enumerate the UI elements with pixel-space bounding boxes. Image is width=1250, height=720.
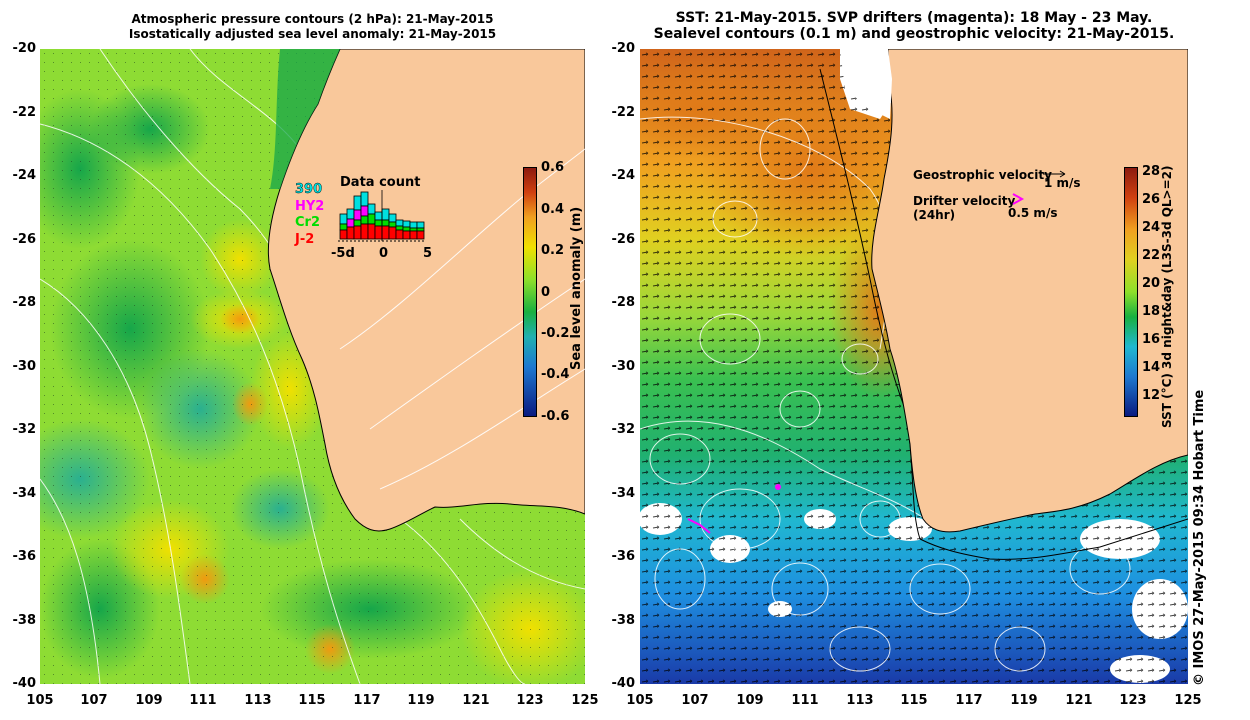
left-xtick-0: 105 (26, 693, 54, 708)
drifter-velocity-label-2: (24hr) (913, 208, 956, 222)
left-ytick-4: -28 (12, 295, 37, 310)
left-xtick-10: 125 (571, 693, 599, 708)
left-xtick-3: 111 (189, 693, 217, 708)
drifter-velocity-label: Drifter velocity (913, 194, 1016, 208)
left-ytick-10: -40 (12, 676, 37, 691)
sla-cb-tick-3: 0 (541, 285, 551, 300)
right-ytick-10: -40 (611, 676, 636, 691)
right-xtick-10: 125 (1174, 693, 1202, 708)
right-title-line1: SST: 21-May-2015. SVP drifters (magenta)… (675, 10, 1153, 26)
right-ytick-6: -32 (611, 422, 636, 437)
right-ytick-9: -38 (611, 613, 636, 628)
right-ytick-0: -20 (611, 41, 636, 56)
right-ytick-5: -30 (611, 359, 636, 374)
svp-drifters (687, 484, 781, 534)
drifter-velocity-arrow (1012, 193, 1025, 205)
sla-cb-tick-2: 0.2 (541, 243, 565, 258)
geo-velocity-label: Geostrophic velocity (913, 168, 1052, 182)
left-ytick-2: -24 (12, 168, 37, 183)
geo-velocity-arrow (1043, 170, 1066, 178)
sst-cb-tick-1: 26 (1142, 192, 1161, 207)
left-ytick-6: -32 (12, 422, 37, 437)
right-xtick-2: 109 (736, 693, 764, 708)
sst-cb-tick-8: 12 (1142, 388, 1161, 403)
sla-colorbar (523, 167, 537, 417)
right-xtick-7: 119 (1010, 693, 1038, 708)
data-count-histogram (338, 190, 426, 242)
left-xtick-6: 117 (353, 693, 381, 708)
right-ytick-2: -24 (611, 168, 636, 183)
left-ytick-7: -34 (12, 486, 37, 501)
sat-390-label: 390 (295, 182, 323, 197)
sst-map (640, 49, 1188, 684)
sst-land (871, 49, 1188, 533)
right-xtick-5: 115 (900, 693, 928, 708)
right-xtick-0: 105 (626, 693, 654, 708)
sat-cr2-label: Cr2 (295, 215, 320, 230)
dc-xtick-2: 5 (423, 246, 433, 261)
right-xtick-1: 107 (681, 693, 709, 708)
sla-cb-tick-5: -0.4 (541, 367, 570, 382)
right-xtick-3: 111 (791, 693, 819, 708)
left-xtick-8: 121 (462, 693, 490, 708)
left-panel-title: Atmospheric pressure contours (2 hPa): 2… (40, 12, 585, 42)
sat-hy2-label: HY2 (295, 199, 325, 214)
sst-cb-tick-4: 20 (1142, 276, 1161, 291)
sst-cb-tick-3: 22 (1142, 248, 1161, 263)
left-xtick-9: 123 (516, 693, 544, 708)
right-ytick-4: -28 (611, 295, 636, 310)
sla-coastal-strip (270, 49, 340, 189)
right-xtick-4: 113 (846, 693, 874, 708)
land-pressure-contours (339, 148, 585, 490)
left-xtick-2: 109 (135, 693, 163, 708)
left-xtick-5: 115 (298, 693, 326, 708)
right-panel-title: SST: 21-May-2015. SVP drifters (magenta)… (640, 10, 1188, 42)
left-ytick-8: -36 (12, 549, 37, 564)
dc-xtick-1: 0 (379, 246, 389, 261)
left-xtick-1: 107 (80, 693, 108, 708)
dc-xtick-0: -5d (331, 246, 355, 261)
left-ytick-9: -38 (12, 613, 37, 628)
sst-colorbar (1124, 167, 1138, 417)
left-xtick-7: 119 (407, 693, 435, 708)
sla-cb-tick-1: 0.4 (541, 202, 565, 217)
left-ytick-5: -30 (12, 359, 37, 374)
sla-cb-tick-4: -0.2 (541, 326, 570, 341)
right-ytick-1: -22 (611, 105, 636, 120)
coastal-cloud (840, 49, 892, 119)
sst-cb-tick-0: 28 (1142, 164, 1161, 179)
pressure-contours (40, 49, 585, 684)
left-ytick-3: -26 (12, 232, 37, 247)
data-count-title: Data count (340, 175, 421, 190)
sst-cb-tick-2: 24 (1142, 220, 1161, 235)
sat-j2-label: J-2 (295, 232, 315, 247)
drifter-velocity-scale: 0.5 m/s (1008, 206, 1058, 220)
left-xtick-4: 113 (244, 693, 272, 708)
sst-cb-tick-7: 14 (1142, 360, 1161, 375)
sla-map (40, 49, 585, 684)
left-ytick-1: -22 (12, 105, 37, 120)
sla-colorbar-label: Sea level anomaly (m) (569, 206, 584, 370)
sst-cb-tick-5: 18 (1142, 304, 1161, 319)
right-xtick-6: 117 (955, 693, 983, 708)
right-xtick-8: 121 (1065, 693, 1093, 708)
geo-velocity-scale: 1 m/s (1044, 176, 1081, 190)
right-ytick-8: -36 (611, 549, 636, 564)
sst-colorbar-label: SST (°C) 3d night&day (L3S-3d QL>=2) (1160, 165, 1174, 429)
sla-cb-tick-0: 0.6 (541, 160, 565, 175)
left-title-line2: Isostatically adjusted sea level anomaly… (128, 27, 497, 41)
sst-cb-tick-6: 16 (1142, 332, 1161, 347)
sla-cb-tick-6: -0.6 (541, 409, 570, 424)
left-ytick-0: -20 (12, 41, 37, 56)
right-ytick-3: -26 (611, 232, 636, 247)
right-xtick-9: 123 (1119, 693, 1147, 708)
right-title-line2: Sealevel contours (0.1 m) and geostrophi… (653, 26, 1175, 42)
left-title-line1: Atmospheric pressure contours (2 hPa): 2… (131, 12, 494, 26)
right-ytick-7: -34 (611, 486, 636, 501)
imos-credit: © IMOS 27-May-2015 09:34 Hobart Time (1192, 389, 1207, 686)
